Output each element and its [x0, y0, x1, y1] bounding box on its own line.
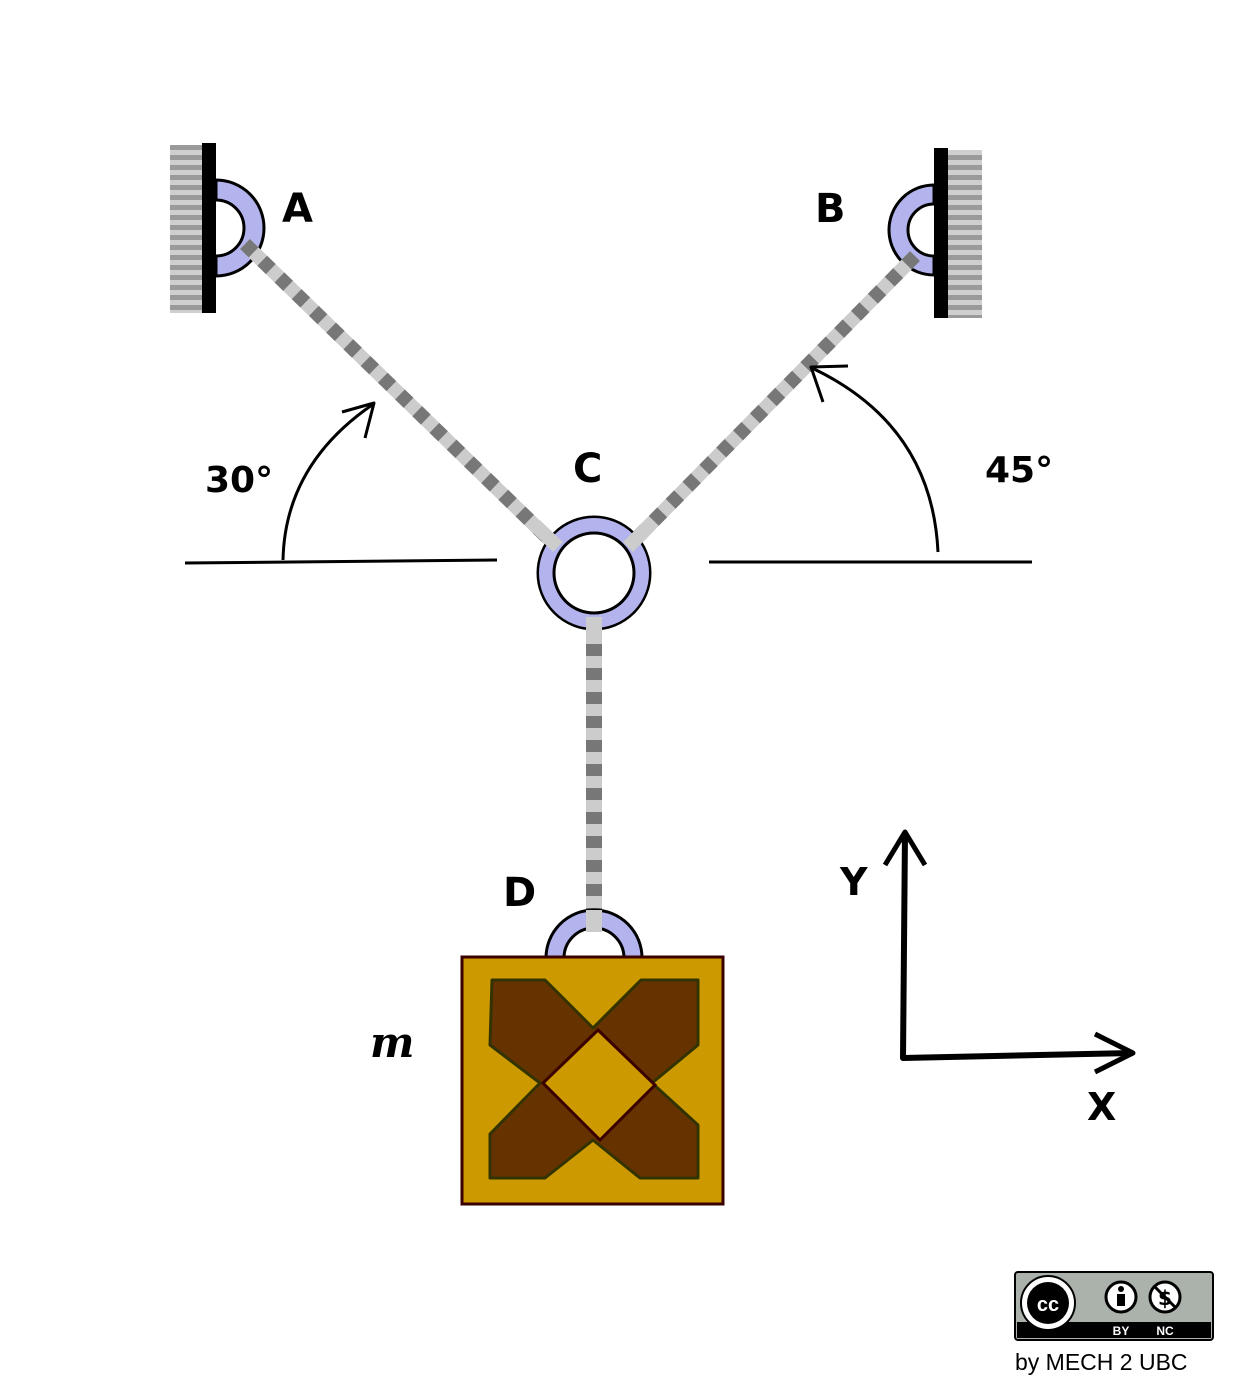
- reference-line-left: [184, 558, 498, 565]
- cc-license-badge: cc $ BY NC: [1014, 1271, 1214, 1341]
- x-axis-label: X: [1087, 1085, 1116, 1129]
- point-b-label: B: [815, 186, 846, 232]
- wall-support-a: [170, 143, 216, 313]
- angle-right-label: 45°: [985, 450, 1053, 491]
- rope-end-bc: [623, 520, 655, 552]
- point-c-label: C: [573, 446, 602, 492]
- coordinate-axes: [882, 829, 1136, 1075]
- x-axis-arrowhead: [1093, 1031, 1136, 1075]
- angle-arc-right: [809, 364, 940, 553]
- rope-end-ac: [530, 519, 563, 553]
- nc-text: NC: [1156, 1324, 1174, 1338]
- point-a-label: A: [282, 186, 313, 232]
- mass-label: m: [370, 1018, 414, 1067]
- rope-ac: [240, 238, 560, 551]
- angle-arc-left: [281, 401, 376, 561]
- crate-mass: [460, 955, 725, 1206]
- eye-ring-d: [544, 908, 644, 960]
- rope-bc: [625, 251, 920, 550]
- point-d-label: D: [503, 870, 536, 916]
- y-axis-label: Y: [839, 860, 868, 904]
- wall-support-b: [934, 148, 982, 318]
- credit-text: by MECH 2 UBC: [1015, 1349, 1188, 1375]
- angle-left-label: 30°: [205, 460, 273, 501]
- crate-center-diamond: [540, 1027, 658, 1143]
- y-axis-arrowhead: [882, 829, 928, 867]
- cc-text: cc: [1037, 1294, 1059, 1316]
- eye-ring-b: [887, 183, 936, 277]
- by-text: BY: [1113, 1324, 1130, 1338]
